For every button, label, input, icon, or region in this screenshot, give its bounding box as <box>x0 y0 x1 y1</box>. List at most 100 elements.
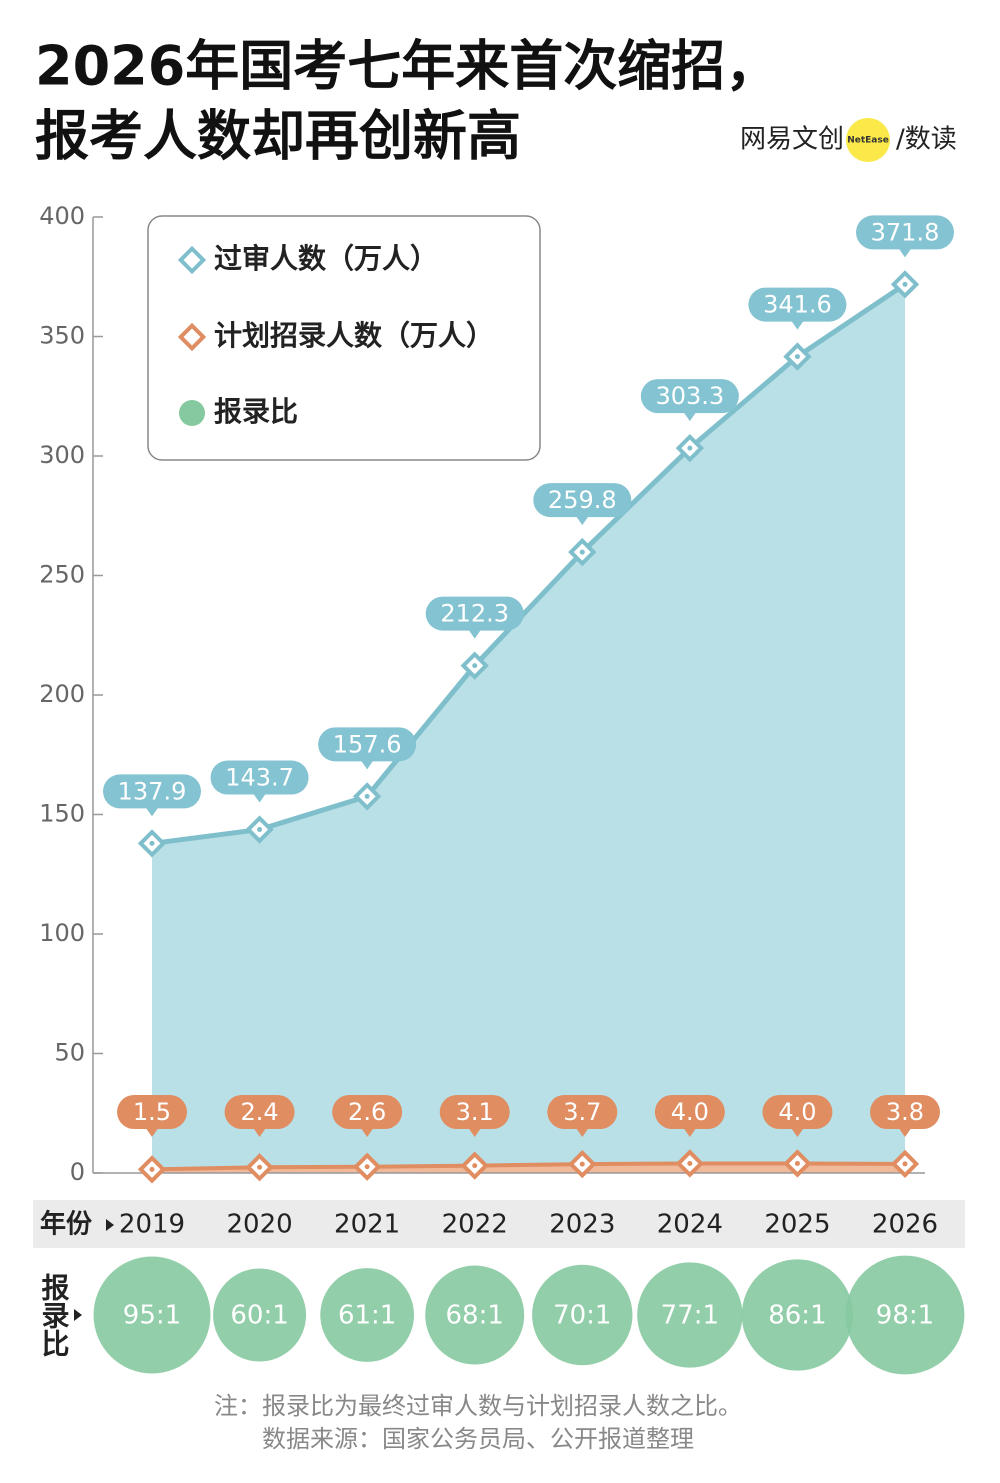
x-tick-label: 2022 <box>442 1210 508 1240</box>
line <box>151 282 907 846</box>
callout <box>748 287 847 322</box>
legend-marker <box>177 322 207 352</box>
callout-pointer <box>252 1127 267 1137</box>
legend-label: 过审人数（万人） <box>214 242 438 275</box>
callout <box>870 1095 940 1129</box>
x-tick-label: 2024 <box>657 1210 723 1240</box>
y-tick-label: 300 <box>39 441 85 469</box>
note: 注：报录比为最终过审人数与计划招录人数之比。 <box>214 1392 742 1420</box>
callout <box>856 215 954 250</box>
x-tick-label: 2020 <box>226 1210 292 1240</box>
x-tick-label: 2021 <box>334 1210 400 1240</box>
value-label: 212.3 <box>440 600 509 628</box>
line <box>151 1161 906 1172</box>
value-label: 143.7 <box>225 764 294 792</box>
arrow <box>74 1309 82 1321</box>
value-label: 4.0 <box>671 1098 709 1126</box>
ratio-label: 68:1 <box>446 1301 504 1331</box>
callout-pointer <box>898 1127 912 1137</box>
ratio-label: 86:1 <box>768 1301 826 1331</box>
callout-pointer <box>575 515 590 526</box>
ratio-bubble <box>93 1256 211 1374</box>
callout-pointer <box>898 247 912 258</box>
ratio-bubble <box>532 1264 633 1366</box>
marker-dot <box>257 1164 263 1170</box>
y-tick-label: 400 <box>39 202 85 230</box>
callout-pointer <box>145 1127 159 1137</box>
value-label: 157.6 <box>333 730 402 758</box>
marker-dot <box>149 840 155 846</box>
y-tick-label: 50 <box>54 1039 85 1067</box>
callout-pointer <box>467 1127 482 1137</box>
callout <box>332 1095 403 1129</box>
value-label: 4.0 <box>778 1098 816 1126</box>
y-tick-label: 100 <box>39 919 85 947</box>
marker-dot <box>687 445 693 451</box>
callout <box>425 596 524 631</box>
y-tick-label: 150 <box>39 800 85 828</box>
marker-dot <box>687 1160 693 1166</box>
ratio-bubble <box>213 1268 307 1362</box>
legend-marker <box>179 400 205 426</box>
ratio-bubble <box>637 1262 743 1368</box>
year-band <box>33 1200 965 1248</box>
marker-dot <box>472 663 478 669</box>
x-tick-label: 2019 <box>119 1210 185 1240</box>
callout <box>318 727 417 762</box>
marker-dot <box>257 827 263 833</box>
marker-dot <box>794 354 800 360</box>
y-tick-label: 0 <box>70 1158 85 1186</box>
marker-dot <box>902 1161 908 1167</box>
x-tick-label: 2026 <box>872 1210 938 1240</box>
legend-box <box>147 215 541 461</box>
ratio-bubble <box>741 1259 854 1371</box>
value-label: 3.1 <box>456 1098 494 1126</box>
marker-dot <box>902 281 908 287</box>
ratio-label: 61:1 <box>338 1301 396 1331</box>
callout-pointer <box>790 319 805 330</box>
marker-dot <box>364 1164 370 1170</box>
callout-pointer <box>682 411 697 422</box>
value-label: 2.6 <box>348 1098 386 1126</box>
callout-pointer <box>790 1127 805 1137</box>
callout-pointer <box>575 1127 590 1137</box>
brand-suffix: /数读 <box>896 125 957 155</box>
callout <box>117 1095 187 1129</box>
brand-badge: NetEase <box>847 136 889 146</box>
area <box>152 1163 905 1173</box>
callout <box>439 1095 510 1129</box>
value-label: 1.5 <box>133 1098 171 1126</box>
ratio-label: 98:1 <box>876 1301 934 1331</box>
y-tick-label: 250 <box>39 561 85 589</box>
title-line: 2026年国考七年来首次缩招， <box>35 35 779 98</box>
legend-label: 计划招录人数（万人） <box>214 319 494 352</box>
value-label: 259.8 <box>548 486 617 514</box>
callout-pointer <box>682 1127 697 1137</box>
value-label: 341.6 <box>763 291 832 319</box>
y-tick-label: 350 <box>39 322 85 350</box>
callout <box>533 483 632 518</box>
legend-marker <box>177 245 207 275</box>
ratio-bubble <box>320 1268 415 1362</box>
callout <box>654 1095 725 1129</box>
note: 数据来源：国家公务员局、公开报道整理 <box>262 1425 694 1453</box>
y-tick-label: 200 <box>39 680 85 708</box>
x-label: 年份 <box>40 1209 92 1240</box>
legend-label: 报录比 <box>214 395 298 428</box>
callout-pointer <box>252 792 267 803</box>
value-label: 3.7 <box>563 1098 601 1126</box>
callout <box>210 760 309 795</box>
value-label: 137.9 <box>118 777 187 805</box>
ratio-bubble <box>425 1265 525 1365</box>
marker-dot <box>472 1163 478 1169</box>
title-line: 报考人数却再创新高 <box>35 105 521 168</box>
value-label: 3.8 <box>886 1098 924 1126</box>
callout <box>224 1095 295 1129</box>
callout <box>547 1095 618 1129</box>
callout-pointer <box>360 759 375 770</box>
callout-pointer <box>145 806 159 817</box>
brand-badge-circle <box>846 118 890 162</box>
marker-dot <box>579 1161 585 1167</box>
ratio-label: 70:1 <box>553 1301 611 1331</box>
